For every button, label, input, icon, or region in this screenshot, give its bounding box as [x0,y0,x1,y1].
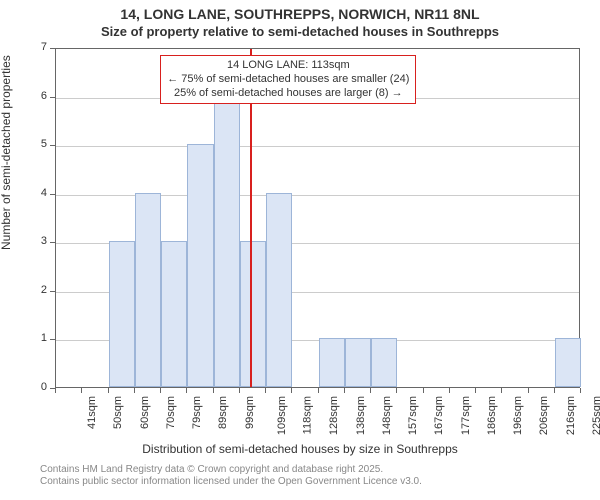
chart-subtitle: Size of property relative to semi-detach… [0,24,600,39]
histogram-bar [109,241,135,387]
plot-area: 14 LONG LANE: 113sqm← 75% of semi-detach… [55,48,580,388]
y-tick [50,97,55,98]
y-axis-label: Number of semi-detached properties [0,55,13,250]
x-tick-label: 118sqm [301,396,313,434]
x-tick [160,388,161,393]
x-tick [344,388,345,393]
x-tick-label: 196sqm [512,396,524,435]
x-tick [55,388,56,393]
x-tick [81,388,82,393]
histogram-bar [161,241,187,387]
x-tick-label: 167sqm [433,396,445,435]
x-tick [449,388,450,393]
y-tick-label: 7 [27,41,47,53]
y-tick-label: 2 [27,284,47,296]
histogram-bar [214,96,240,387]
x-tick-label: 225sqm [591,396,600,435]
x-tick-label: 79sqm [191,396,203,429]
x-tick-label: 99sqm [244,396,256,429]
x-tick-label: 177sqm [460,396,472,435]
x-tick [265,388,266,393]
x-tick [213,388,214,393]
x-tick-label: 60sqm [139,396,151,429]
y-tick [50,145,55,146]
x-tick-label: 70sqm [165,396,177,429]
annotation-line-2: ← 75% of semi-detached houses are smalle… [167,73,409,87]
x-tick [134,388,135,393]
attribution-line-2: Contains public sector information licen… [40,476,422,488]
y-tick-label: 3 [27,235,47,247]
x-tick-label: 128sqm [328,396,340,435]
attribution-line-1: Contains HM Land Registry data © Crown c… [40,464,422,476]
y-tick-label: 1 [27,332,47,344]
x-tick-label: 216sqm [565,396,577,435]
y-tick-label: 4 [27,187,47,199]
x-tick-label: 206sqm [538,396,550,435]
y-tick [50,242,55,243]
x-tick [370,388,371,393]
attribution: Contains HM Land Registry data © Crown c… [40,464,422,488]
x-tick [554,388,555,393]
x-tick [291,388,292,393]
y-tick-label: 0 [27,381,47,393]
y-tick-label: 5 [27,138,47,150]
y-tick [50,339,55,340]
histogram-bar [135,193,161,387]
histogram-bar [266,193,292,387]
y-tick-label: 6 [27,90,47,102]
x-tick-label: 89sqm [217,396,229,429]
x-tick-label: 157sqm [407,396,419,435]
chart-title: 14, LONG LANE, SOUTHREPPS, NORWICH, NR11… [0,6,600,22]
chart-container: { "chart": { "type": "histogram", "title… [0,0,600,500]
annotation-box: 14 LONG LANE: 113sqm← 75% of semi-detach… [160,55,416,104]
x-tick-label: 41sqm [86,396,98,429]
x-tick [239,388,240,393]
x-tick-label: 148sqm [381,396,393,435]
x-axis-label: Distribution of semi-detached houses by … [0,442,600,456]
histogram-bar [371,338,397,387]
annotation-line-3: 25% of semi-detached houses are larger (… [167,87,409,101]
x-tick [396,388,397,393]
x-tick [528,388,529,393]
x-tick [318,388,319,393]
x-tick-label: 109sqm [276,396,288,435]
x-tick [501,388,502,393]
y-tick [50,194,55,195]
x-tick-label: 138sqm [355,396,367,435]
x-tick-label: 50sqm [112,396,124,429]
x-tick [108,388,109,393]
histogram-bar [555,338,581,387]
x-tick [475,388,476,393]
x-tick-label: 186sqm [486,396,498,435]
y-tick [50,291,55,292]
x-tick [423,388,424,393]
histogram-bar [319,338,345,387]
x-tick [186,388,187,393]
annotation-line-1: 14 LONG LANE: 113sqm [167,59,409,73]
histogram-bar [187,144,213,387]
histogram-bar [345,338,371,387]
gridline [56,146,579,147]
y-tick [50,48,55,49]
x-tick [580,388,581,393]
histogram-bar [240,241,266,387]
